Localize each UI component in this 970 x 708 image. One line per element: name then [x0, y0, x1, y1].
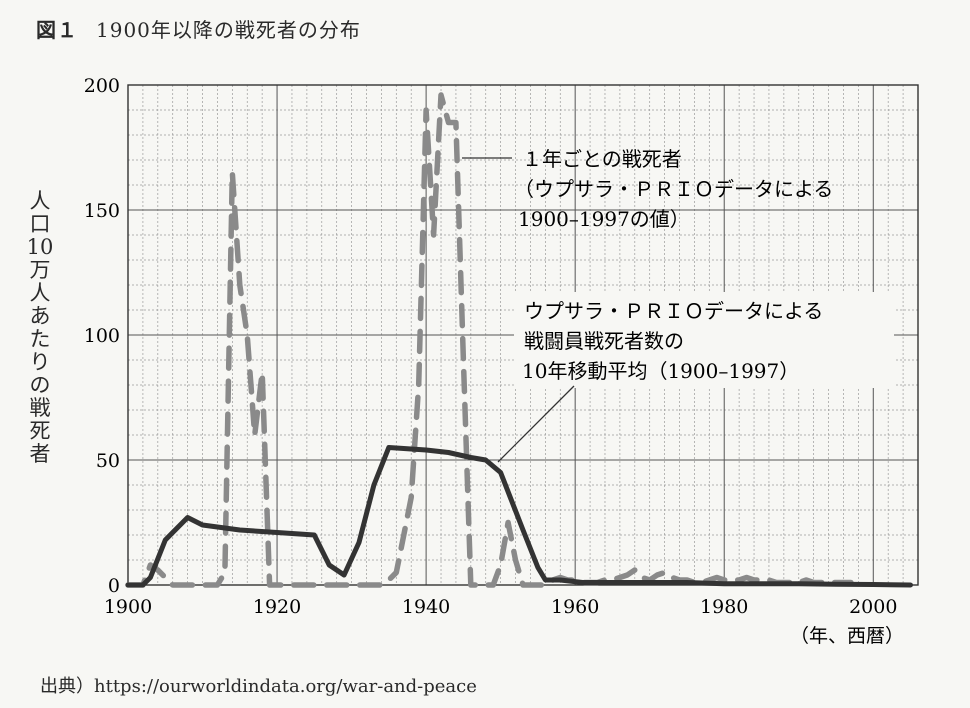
- annual-deaths-series-line: [125, 92, 854, 588]
- annotation-2-box: [514, 292, 894, 388]
- source-citation: 出典）https://ourworldindata.org/war-and-pe…: [40, 676, 477, 697]
- annotation-1-line-2: （ウプサラ・ＰＲＩＯデータによる: [514, 177, 833, 201]
- annotation-2-line-3: 10年移動平均（1900–1997）: [522, 359, 799, 383]
- y-tick-label: 100: [84, 325, 120, 347]
- x-tick-label: 1940: [402, 596, 450, 618]
- y-tick-label: 200: [84, 75, 120, 97]
- x-tick-label: 1960: [551, 596, 599, 618]
- figure-number: 図１: [36, 18, 78, 42]
- x-tick-label: 1980: [700, 596, 748, 618]
- moving-average-series-line: [125, 445, 913, 588]
- figure-title: 図１ 1900年以降の戦死者の分布: [36, 14, 361, 43]
- annotation-2-line-2: 戦闘員戦死者数の: [524, 329, 684, 353]
- x-tick-label: 1920: [253, 596, 301, 618]
- annotation-1-line-3: 1900–1997の値）: [518, 207, 690, 231]
- y-tick-label: 0: [108, 575, 120, 597]
- x-tick-label: 1900: [104, 596, 152, 618]
- y-tick-label: 150: [84, 200, 120, 222]
- annotation-2-line-1: ウプサラ・ＰＲＩＯデータによる: [524, 299, 823, 323]
- x-tick-label: 2000: [849, 596, 897, 618]
- annotation-1-line-1: １年ごとの戦死者: [522, 147, 682, 171]
- axis-tick-labels: 1900 1920 1940 1960 1980 2000 0 50 100 150 200: [84, 75, 898, 618]
- x-axis-label: （年、西暦）: [790, 625, 904, 647]
- annotation-2-leader-line: [497, 385, 575, 463]
- series-layer: [125, 92, 913, 588]
- figure-title-text: 1900年以降の戦死者の分布: [96, 18, 361, 42]
- y-tick-label: 50: [96, 450, 120, 472]
- annotation-layer: １年ごとの戦死者 （ウプサラ・ＰＲＩＯデータによる 1900–1997の値） ウ…: [462, 147, 894, 463]
- y-axis-label: 人口10万人あたりの戦死者: [26, 189, 54, 466]
